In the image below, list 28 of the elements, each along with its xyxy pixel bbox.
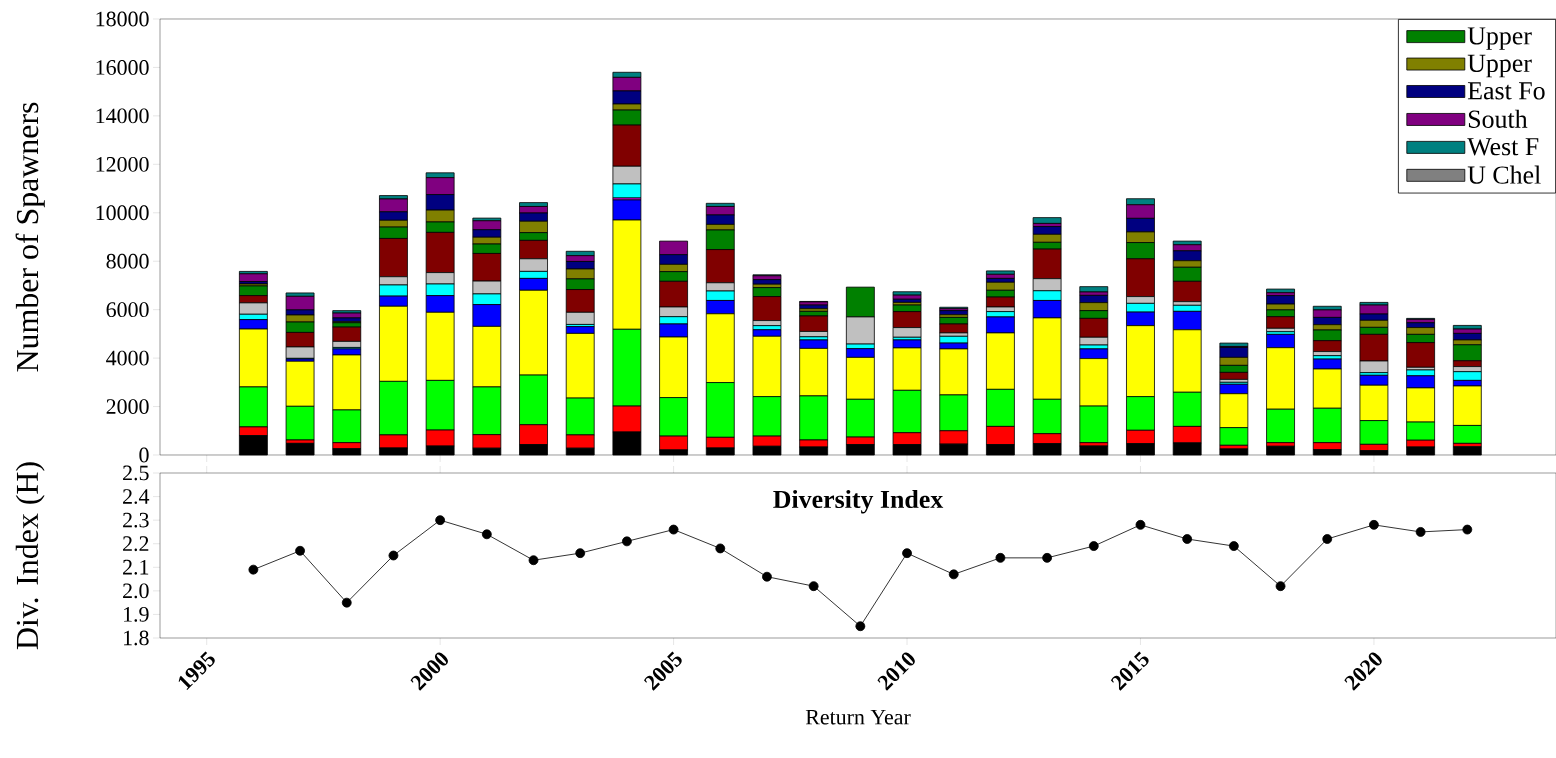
legend-label: U Chel bbox=[1467, 165, 1541, 184]
y-axis-title: Div. Index (H) bbox=[15, 462, 45, 650]
legend-label: West F bbox=[1467, 138, 1539, 156]
y-tick-label: 14000 bbox=[96, 108, 149, 124]
y-tick-label: 10000 bbox=[96, 205, 149, 221]
y-tick-label: 2.2 bbox=[123, 536, 149, 552]
legend-label: East Fo bbox=[1467, 82, 1545, 100]
y-tick-label: 18000 bbox=[96, 11, 149, 27]
y-tick-label: 2.1 bbox=[123, 559, 149, 575]
y-tick-label: 12000 bbox=[96, 156, 149, 172]
y-tick-label: 8000 bbox=[106, 253, 149, 269]
legend-label: South bbox=[1468, 109, 1528, 128]
y-tick-label: 4000 bbox=[106, 350, 149, 366]
y-tick-label: 0 bbox=[139, 447, 149, 463]
y-tick-label: 6000 bbox=[106, 302, 149, 318]
legend-label: Upper bbox=[1467, 27, 1532, 50]
x-axis-title: Return Year bbox=[805, 709, 911, 725]
legend-label: Upper bbox=[1467, 54, 1532, 78]
y-tick-label: 2.0 bbox=[123, 583, 149, 599]
y-tick-label: 16000 bbox=[96, 60, 149, 75]
y-tick-label: 2.4 bbox=[123, 489, 150, 504]
y-tick-label: 2.3 bbox=[123, 512, 149, 528]
text: Diversity Index bbox=[773, 489, 944, 514]
y-axis-title: Number of Spawners bbox=[15, 102, 45, 372]
y-tick-label: 2.5 bbox=[123, 465, 149, 481]
y-tick-label: 1.8 bbox=[124, 630, 149, 646]
y-tick-label: 2000 bbox=[106, 399, 149, 414]
y-tick-label: 1.9 bbox=[124, 607, 149, 622]
